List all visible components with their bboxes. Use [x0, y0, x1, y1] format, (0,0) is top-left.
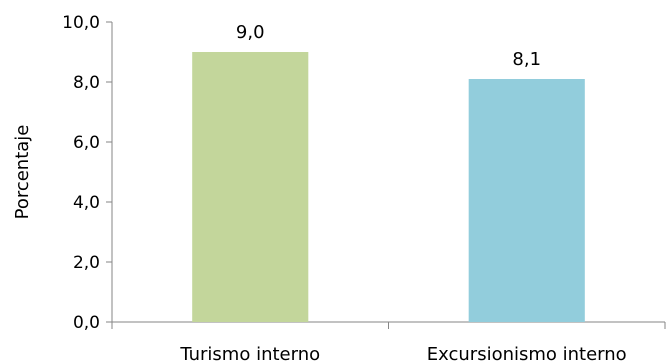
y-axis-title: Porcentaje — [12, 125, 33, 220]
data-labels: 9,0 8,1 — [236, 22, 541, 70]
bars — [192, 52, 585, 322]
bar — [192, 52, 309, 322]
y-tick-label: 10,0 — [62, 13, 100, 33]
x-category-label: Turismo interno — [179, 344, 320, 364]
y-tick-label: 6,0 — [73, 133, 100, 153]
bar-value-label: 9,0 — [236, 22, 265, 43]
x-category-label: Excursionismo interno — [427, 344, 627, 364]
bar — [468, 79, 585, 322]
y-tick-label: 8,0 — [73, 73, 100, 93]
y-tick-label: 2,0 — [73, 253, 100, 273]
y-tick-label: 4,0 — [73, 193, 100, 213]
y-axis: 0,0 2,0 4,0 6,0 8,0 10,0 — [62, 13, 113, 333]
x-axis: Turismo interno Excursionismo interno — [111, 321, 666, 364]
bar-value-label: 8,1 — [512, 49, 541, 70]
y-tick-label: 0,0 — [73, 313, 100, 333]
